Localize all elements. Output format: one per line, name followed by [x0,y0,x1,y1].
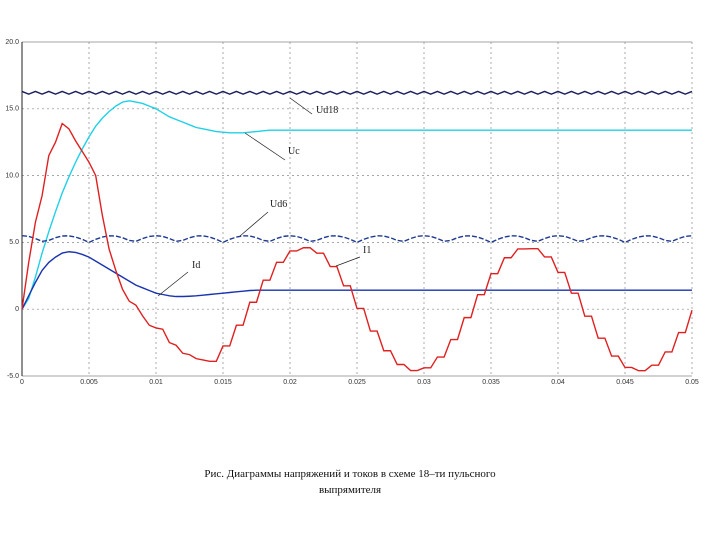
series-label: Id [192,260,200,271]
x-tick-label: 0.045 [616,379,634,386]
x-tick-label: 0.035 [482,379,500,386]
series-line [21,251,692,310]
leader-line [289,97,313,115]
series-line [21,235,693,244]
x-tick-label: 0.025 [348,379,366,386]
leader-line [239,211,269,237]
x-tick-label: 0.02 [283,379,297,386]
caption: Рис. Диаграммы напряжений и токов в схем… [204,468,496,496]
leader-line [244,132,286,161]
leader-line [335,256,361,267]
series-line [21,100,692,310]
x-tick-label: 0.04 [551,379,565,386]
y-tick-label: -5.0 [7,373,19,380]
series-label: Ud18 [316,105,338,116]
x-tick-label: 0.03 [417,379,431,386]
series-label: Ud6 [270,199,287,210]
y-tick-label: 15.0 [5,106,19,113]
x-tick-label: 0.015 [214,379,232,386]
series-label: Uc [288,146,300,157]
x-tick-label: 0.005 [80,379,98,386]
y-tick-label: 5.0 [9,239,19,246]
series-line [21,90,693,95]
y-tick-label: 10.0 [5,172,19,179]
x-tick-label: 0.01 [149,379,163,386]
y-tick-label: 0 [15,306,19,313]
series-label: I1 [363,245,371,256]
leader-line [157,271,189,297]
x-tick-label: 0 [20,379,24,386]
y-tick-label: 20.0 [5,39,19,46]
series-line [21,122,693,372]
x-tick-label: 0.05 [685,379,699,386]
chart: -5.005.010.015.020.00 0.005 0.01 0.015 0.02 0… [5,39,699,386]
